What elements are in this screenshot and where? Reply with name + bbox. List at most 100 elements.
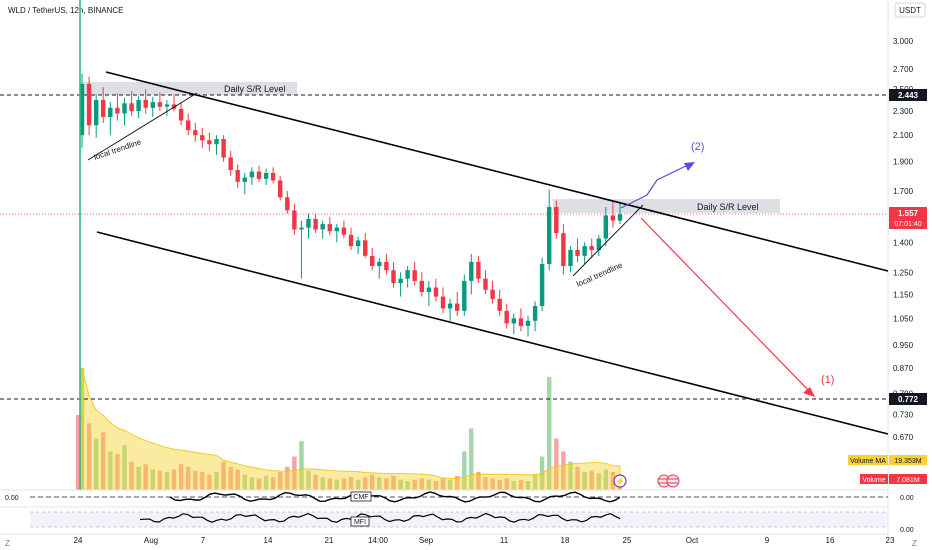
price-tag-0772-text: 0.772 <box>898 395 919 404</box>
lightning-event-icon[interactable] <box>613 474 627 488</box>
time-axis[interactable]: 24 Aug 7 14 21 14:00 Sep 11 18 25 Oct 9 16 23 <box>74 536 895 545</box>
time-tick-label: Oct <box>686 536 699 545</box>
candle-body <box>355 240 361 247</box>
volume-bar <box>483 477 488 490</box>
volume-value: 7.081M <box>896 477 920 484</box>
sr-label-top: Daily S/R Level <box>224 84 286 94</box>
price-tick-label: 2.100 <box>893 131 914 140</box>
time-tick-label: 25 <box>623 536 632 545</box>
cmf-label-box <box>350 491 372 502</box>
time-tick-label: 14:00 <box>368 536 389 545</box>
candle-body <box>490 289 495 299</box>
volume-bar <box>235 469 240 490</box>
price-tick-label: 1.700 <box>893 187 914 196</box>
volume-bar <box>433 481 439 490</box>
sr-zone-top[interactable] <box>82 82 297 95</box>
volume-ma-area <box>81 367 621 491</box>
volume-bar <box>136 466 141 490</box>
candle-body <box>447 303 453 309</box>
sr-zone-mid[interactable] <box>553 199 780 213</box>
trendline-left[interactable] <box>87 92 198 161</box>
candle-body <box>143 99 148 108</box>
volume-bar <box>419 478 424 490</box>
volume-bar <box>122 445 127 490</box>
volume-bar <box>426 479 432 490</box>
volume-bar <box>497 479 502 490</box>
volume-bar <box>108 451 113 490</box>
volume-bar <box>490 478 495 490</box>
cmf-scale-label: 0.00 <box>900 495 914 502</box>
time-tick-label: 9 <box>765 536 770 545</box>
candle-body <box>249 171 255 178</box>
volume-ma-value-tag <box>889 455 927 465</box>
candlestick-series[interactable] <box>79 0 623 490</box>
trendline-right[interactable] <box>572 204 644 277</box>
volume-bar <box>157 470 163 490</box>
volume-bar <box>596 473 601 490</box>
volume-bar <box>610 472 616 490</box>
time-tick-label: 11 <box>500 536 509 545</box>
volume-bar <box>334 479 339 490</box>
price-tick-label: 1.150 <box>893 290 914 299</box>
volume-bar <box>86 423 92 490</box>
candle-body <box>292 210 297 230</box>
volume-bar <box>391 475 396 490</box>
volume-bar <box>143 464 148 490</box>
price-tick-label: 1.050 <box>893 314 914 323</box>
zoom-right-icon[interactable]: Z <box>912 539 917 548</box>
scenario-down-path[interactable] <box>640 217 813 395</box>
us-flag-event-icon-2[interactable] <box>666 474 680 488</box>
mfi-line[interactable] <box>139 512 621 523</box>
volume-bars <box>76 368 623 490</box>
candle-body <box>214 139 219 145</box>
candle-body <box>157 102 163 107</box>
volume-bar <box>603 469 608 490</box>
price-tag-0772 <box>889 393 927 405</box>
mfi-scale-label: 0.00 <box>900 527 914 534</box>
volume-ma-fill <box>81 367 621 491</box>
scenario-up-label: (2) <box>691 141 704 153</box>
volume-bar <box>285 466 290 490</box>
currency-button[interactable] <box>894 2 926 18</box>
lightning-glyph-icon: ⚡ <box>615 476 625 486</box>
candle-body <box>200 135 205 141</box>
volume-bar <box>532 474 538 490</box>
price-tick-label: 0.670 <box>893 433 914 442</box>
plot-area[interactable] <box>0 0 888 490</box>
channel-upper-line[interactable] <box>105 71 889 272</box>
candle-body <box>320 224 325 230</box>
candle-body <box>455 303 460 311</box>
candle-body <box>547 207 552 264</box>
current-price-text: 1.557 <box>898 209 919 218</box>
volume-bar <box>129 461 134 490</box>
cmf-line[interactable] <box>169 491 621 503</box>
channel-lower-line[interactable] <box>96 231 889 435</box>
mfi-label-box <box>350 516 370 527</box>
candle-body <box>469 261 474 281</box>
candle-body <box>186 120 191 131</box>
volume-bar <box>242 474 247 490</box>
volume-bar <box>164 472 170 490</box>
zoom-left-icon[interactable]: Z <box>5 539 10 548</box>
candle-body <box>532 306 538 321</box>
candle-body <box>108 107 113 117</box>
volume-ma-tag <box>848 455 888 465</box>
candle-body <box>327 224 332 232</box>
candle-body <box>115 107 120 114</box>
scenario-up-arrowhead <box>684 162 695 171</box>
candle-body <box>228 157 233 171</box>
candle-body <box>370 255 375 266</box>
candle-body <box>136 99 141 112</box>
volume-bar <box>327 478 332 490</box>
volume-bar <box>313 474 318 490</box>
volume-bar <box>384 478 389 490</box>
candle-body <box>207 140 212 145</box>
candle-body <box>412 270 417 281</box>
candle-body <box>306 218 311 228</box>
candle-body <box>433 287 439 297</box>
scenario-up-path[interactable] <box>620 163 691 209</box>
candle-body <box>193 130 198 136</box>
volume-bar <box>278 472 283 490</box>
candle-body <box>256 171 262 179</box>
